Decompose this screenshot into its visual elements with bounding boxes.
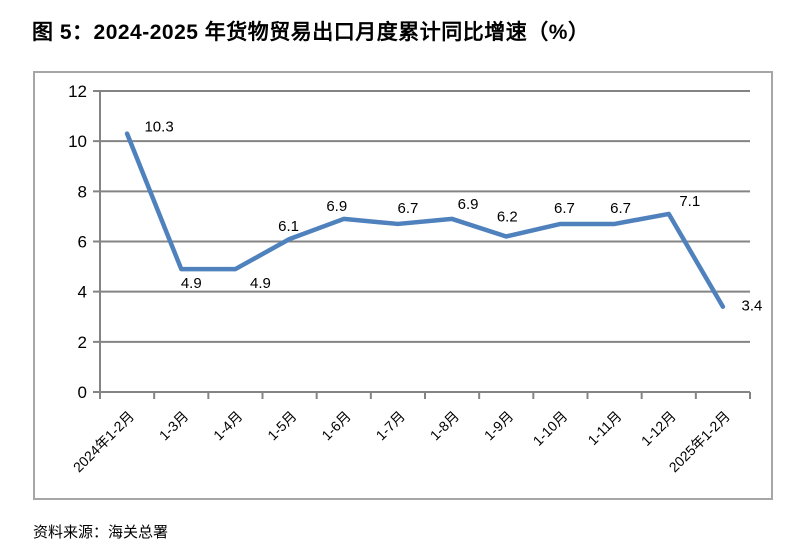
gridlines [93, 90, 750, 393]
line-chart: 0 2 4 6 8 10 12 2024年1-2月 1-3月 1-4月 1-5月 1-6月 1-7月 1-… [68, 82, 762, 475]
series-line [124, 131, 726, 309]
source-note: 资料来源：海关总署 [33, 524, 169, 541]
x-tick-label: 1-11月 [584, 408, 624, 448]
data-label: 3.4 [741, 298, 762, 315]
x-tick-label: 1-6月 [318, 408, 354, 444]
x-tick-label: 1-9月 [481, 408, 517, 444]
data-label: 6.2 [497, 208, 518, 225]
data-label: 6.7 [397, 200, 418, 217]
y-tick-label: 2 [78, 333, 87, 352]
x-tick-label: 1-5月 [264, 408, 300, 444]
y-tick-label: 4 [78, 283, 87, 302]
x-tick-label: 1-3月 [156, 408, 192, 444]
y-tick-label: 0 [78, 383, 87, 402]
data-label: 10.3 [144, 119, 173, 136]
x-tick-label: 1-10月 [530, 408, 571, 449]
x-axis-labels: 2024年1-2月 1-3月 1-4月 1-5月 1-6月 1-7月 1-8月 1-9月 1-1… [70, 408, 733, 475]
data-label: 6.7 [554, 200, 575, 217]
data-labels: 10.3 4.9 4.9 6.1 6.9 6.7 6.9 6.2 6.7 6.7 7.1 3.4 [144, 119, 762, 315]
data-label: 6.9 [458, 196, 479, 213]
x-tick-label: 1-8月 [427, 408, 463, 444]
data-label: 6.1 [278, 218, 299, 235]
data-label: 6.7 [610, 200, 631, 217]
x-tick-label: 1-7月 [373, 408, 409, 444]
data-label: 4.9 [250, 275, 271, 292]
y-tick-label: 6 [78, 233, 87, 252]
x-tick-label: 1-12月 [638, 408, 679, 449]
y-tick-label: 12 [68, 82, 87, 101]
chart-frame: 0 2 4 6 8 10 12 2024年1-2月 1-3月 1-4月 1-5月 1-6月 1-7月 1-… [33, 71, 773, 500]
x-tick-label: 2024年1-2月 [70, 408, 137, 475]
chart-title: 图 5：2024-2025 年货物贸易出口月度累计同比增速（%） [32, 21, 590, 44]
y-axis-labels: 0 2 4 6 8 10 12 [68, 82, 87, 402]
axes [99, 91, 751, 399]
data-label: 7.1 [679, 193, 700, 210]
y-tick-label: 10 [68, 132, 87, 151]
data-label: 6.9 [326, 198, 347, 215]
data-label: 4.9 [181, 275, 202, 292]
x-tick-label: 1-4月 [210, 408, 246, 444]
y-tick-label: 8 [78, 182, 87, 201]
